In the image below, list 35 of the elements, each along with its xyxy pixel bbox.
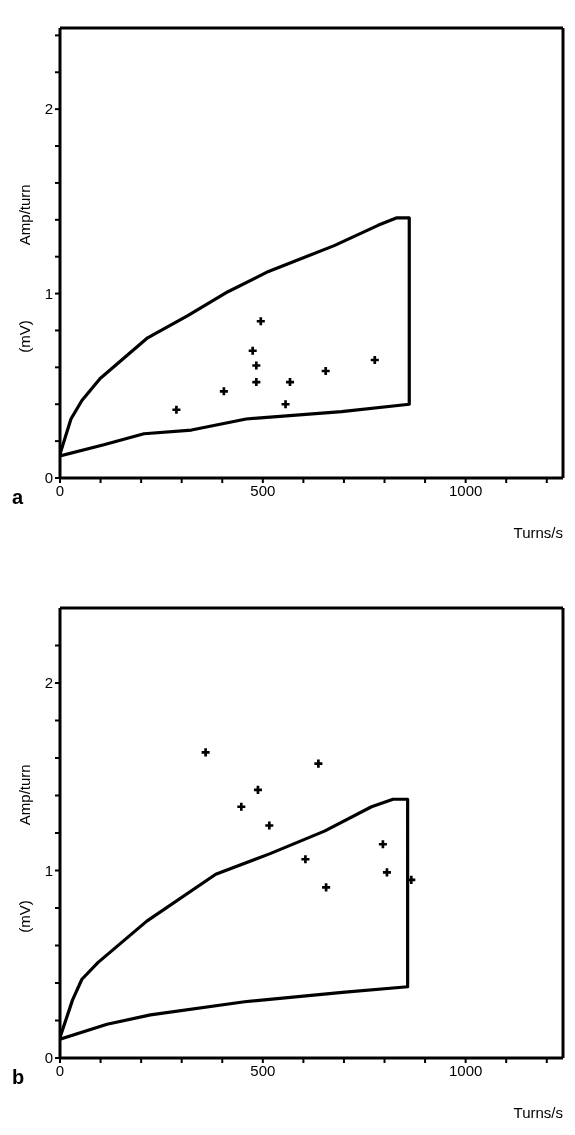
x-tick-label: 0 xyxy=(55,1061,65,1079)
point xyxy=(237,802,246,811)
point xyxy=(322,883,331,892)
point xyxy=(301,855,310,864)
point xyxy=(252,361,261,370)
point xyxy=(382,868,391,877)
x-tick-label: 0 xyxy=(55,481,65,499)
y-tick-label: 2 xyxy=(44,100,53,118)
y-tick-label: 0 xyxy=(44,469,53,487)
point xyxy=(219,387,228,396)
point xyxy=(281,400,290,409)
x-tick-label: 1000 xyxy=(448,481,483,499)
text: a xyxy=(12,486,24,509)
point xyxy=(256,317,265,326)
point xyxy=(252,378,261,387)
point xyxy=(314,759,323,768)
point xyxy=(370,355,379,364)
x-tick-label: 1000 xyxy=(448,1061,483,1079)
text: b xyxy=(12,1066,25,1089)
y-tick-label: 0 xyxy=(44,1049,53,1067)
x-axis-title: Turns/s xyxy=(513,1104,563,1121)
point xyxy=(378,840,387,849)
x-tick-label: 500 xyxy=(250,481,276,499)
point xyxy=(201,748,210,757)
point xyxy=(321,367,330,376)
x-axis-title: Turns/s xyxy=(513,524,563,541)
y-tick-label: 1 xyxy=(44,861,53,879)
point xyxy=(248,346,257,355)
y-axis-title: (mV) Amp/turn xyxy=(15,763,33,933)
x-tick-label: 500 xyxy=(250,1061,276,1079)
y-tick-label: 1 xyxy=(44,284,53,302)
y-axis-title: (mV) Amp/turn xyxy=(15,183,33,353)
point xyxy=(172,405,181,414)
point xyxy=(265,821,274,830)
y-tick-label: 2 xyxy=(44,674,53,692)
